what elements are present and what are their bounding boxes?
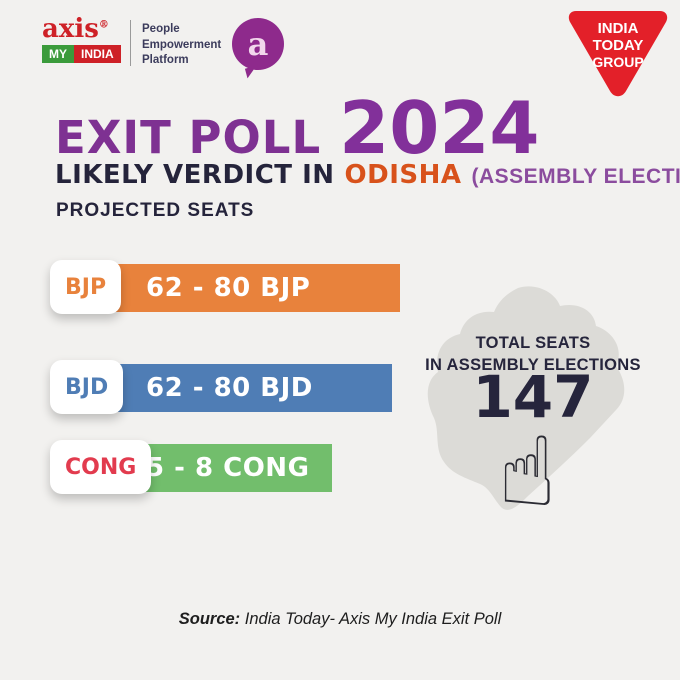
total-seats-line1: TOTAL SEATS (475, 334, 591, 352)
source-line: Source: India Today- Axis My India Exit … (0, 610, 680, 629)
title-year: 2024 (339, 86, 540, 170)
title-row: EXIT POLL 2024 (55, 92, 540, 164)
bubble-letter: a (247, 25, 269, 63)
total-seats-caption: TOTAL SEATS IN ASSEMBLY ELECTIONS (424, 332, 642, 377)
india-today-group-logo: INDIA TODAY GROUP (568, 8, 668, 105)
total-seats-line2: IN ASSEMBLY ELECTIONS (425, 356, 641, 375)
page-title: EXIT POLL (55, 111, 322, 164)
state-name: ODISHA (344, 160, 462, 190)
bar-row-bjd: 62 - 80 BJD BJD (50, 360, 392, 414)
election-type: (ASSEMBLY ELECTION) (471, 165, 680, 188)
itg-line1: INDIA (598, 20, 639, 37)
source-text: India Today- Axis My India Exit Poll (240, 610, 502, 628)
tagline-line1: People (142, 23, 180, 35)
india-today-triangle: INDIA TODAY GROUP (568, 11, 668, 97)
source-label: Source: (178, 610, 241, 628)
registered-mark: ® (98, 19, 109, 31)
india-block: INDIA (74, 45, 121, 63)
total-seats-value: 147 (472, 363, 594, 431)
my-block: MY (42, 45, 74, 63)
verdict-prefix: LIKELY VERDICT IN (55, 160, 335, 190)
speech-bubble-icon: a (232, 18, 284, 70)
tagline-line2: Empowerment (142, 38, 222, 51)
projected-seats-label: PROJECTED SEATS (56, 200, 255, 221)
subtitle-row: LIKELY VERDICT IN ODISHA (ASSEMBLY ELECT… (55, 160, 680, 190)
odisha-map-silhouette (418, 280, 638, 529)
odisha-map-shape (427, 286, 625, 510)
bar-row-cong: 5 - 8 CONG CONG (50, 440, 332, 494)
bar-row-bjp: 62 - 80 BJP BJP (50, 260, 400, 314)
bjp-pill-label: BJP (50, 260, 122, 314)
tagline: People Empowerment Platform (142, 22, 221, 69)
header-divider (130, 20, 131, 66)
tagline-line3: Platform (142, 54, 189, 67)
axis-my-india-logo: axis® MY INDIA (42, 16, 121, 63)
itg-line3: GROUP (592, 54, 643, 70)
axis-brand-text: axis (42, 14, 99, 44)
itg-line2: TODAY (593, 37, 644, 54)
pointing-finger-icon: ☝ (498, 416, 557, 528)
my-india-strip: MY INDIA (42, 45, 121, 63)
cong-pill-label: CONG (50, 440, 152, 494)
axis-wordmark: axis® (42, 16, 121, 42)
bjd-pill-label: BJD (50, 360, 124, 414)
